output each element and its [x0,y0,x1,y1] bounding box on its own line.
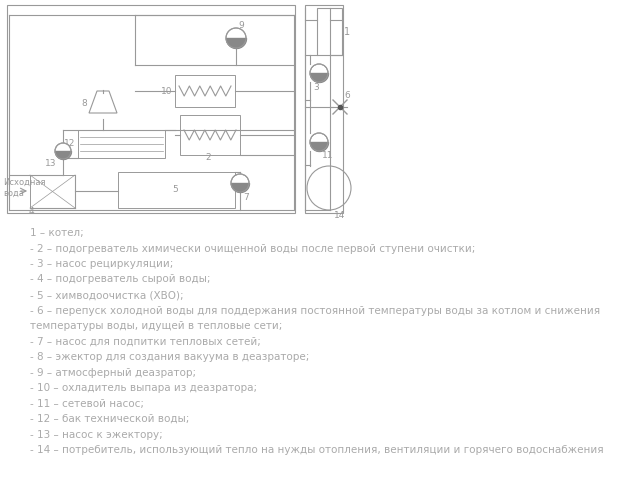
Text: 12: 12 [64,140,76,148]
Text: 8: 8 [81,98,87,108]
Bar [118,172,235,208]
Text: 2: 2 [205,154,211,163]
Text: - 8 – эжектор для создания вакуума в деазраторе;: - 8 – эжектор для создания вакуума в деа… [30,352,309,362]
Text: - 14 – потребитель, использующий тепло на нужды отопления, вентиляции и горячего: - 14 – потребитель, использующий тепло н… [30,445,604,455]
Text: 10: 10 [161,86,173,96]
Bar [175,75,235,107]
Text: - 10 – охладитель выпара из деазратора;: - 10 – охладитель выпара из деазратора; [30,383,257,393]
Text: 1: 1 [344,27,350,37]
Text: - 12 – бак технической воды;: - 12 – бак технической воды; [30,414,189,424]
Text: 13: 13 [45,158,56,168]
Text: - 13 – насос к эжектору;: - 13 – насос к эжектору; [30,430,163,440]
Text: 14: 14 [334,211,346,219]
Bar [305,5,343,213]
Text: 9: 9 [238,21,244,29]
Circle shape [55,143,71,159]
Text: 1 – котел;: 1 – котел; [30,228,84,238]
Text: - 6 – перепуск холодной воды для поддержания постоянной температуры воды за котл: - 6 – перепуск холодной воды для поддерж… [30,305,600,315]
Bar [30,175,75,208]
Circle shape [310,64,328,82]
Text: 4: 4 [29,207,35,216]
Text: - 4 – подогреватель сырой воды;: - 4 – подогреватель сырой воды; [30,275,211,285]
Text: 11: 11 [322,152,333,160]
Bar [180,115,240,155]
Text: 5: 5 [173,185,179,194]
Bar [7,5,295,213]
Text: - 2 – подогреватель химически очищенной воды после первой ступени очистки;: - 2 – подогреватель химически очищенной … [30,243,476,253]
Text: - 3 – насос рециркуляции;: - 3 – насос рециркуляции; [30,259,173,269]
Text: Исходная
вода: Исходная вода [3,178,45,197]
Text: - 5 – химводоочистка (ХВО);: - 5 – химводоочистка (ХВО); [30,290,184,300]
Text: - 7 – насос для подпитки тепловых сетей;: - 7 – насос для подпитки тепловых сетей; [30,336,261,347]
Text: - 9 – атмосферный деазратор;: - 9 – атмосферный деазратор; [30,368,196,377]
Bar [317,8,342,55]
Text: 7: 7 [243,192,249,202]
Text: температуры воды, идущей в тепловые сети;: температуры воды, идущей в тепловые сети… [30,321,282,331]
Bar [78,130,165,158]
Circle shape [310,133,328,151]
Text: 6: 6 [344,91,349,99]
Circle shape [231,174,249,192]
Text: - 11 – сетевой насос;: - 11 – сетевой насос; [30,398,144,408]
Text: 3: 3 [313,84,319,93]
